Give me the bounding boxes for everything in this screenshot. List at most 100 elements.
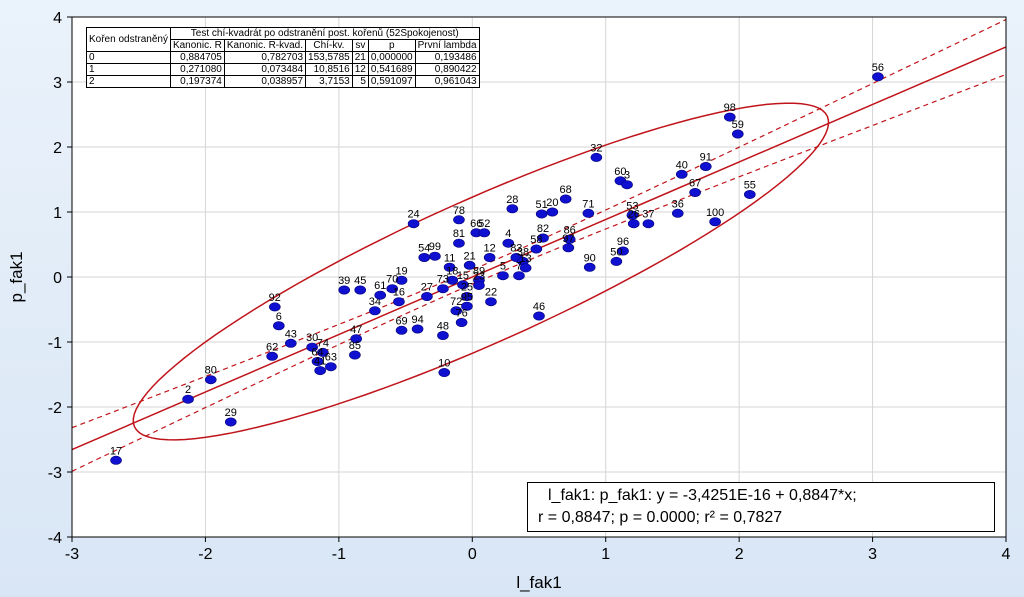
data-point-label: 13	[520, 253, 532, 265]
table-cell: 0,890422	[414, 63, 480, 76]
data-point	[689, 188, 701, 198]
data-point	[314, 366, 326, 376]
data-point-label: 15	[457, 270, 469, 282]
data-point	[675, 169, 688, 179]
data-point-label: 43	[285, 328, 297, 340]
data-point	[429, 251, 441, 261]
data-point-label: 17	[110, 445, 122, 457]
data-point	[457, 280, 469, 290]
table-cell: 3,7153	[305, 75, 353, 88]
data-point	[513, 271, 525, 281]
data-point-label: 82	[537, 223, 549, 235]
data-point	[273, 321, 285, 331]
data-point-label: 67	[689, 178, 701, 190]
data-point	[266, 351, 278, 361]
data-point	[393, 297, 405, 307]
data-point-label: 28	[506, 194, 518, 206]
confidence-band-upper	[72, 19, 1006, 429]
data-point-label: 27	[421, 282, 433, 294]
data-point	[502, 238, 515, 248]
data-point	[453, 238, 465, 248]
confidence-band-lower	[72, 73, 1006, 472]
correlation-line: r = 0,8847; p = 0.0000; r² = 0,7827	[538, 509, 783, 526]
table-cell: 12	[351, 63, 369, 76]
data-point-label: 38	[517, 246, 529, 258]
data-point-label: 92	[269, 292, 281, 304]
x-tick-label: -3	[65, 546, 79, 563]
table-column-header: p	[367, 39, 416, 52]
y-tick-label: 4	[53, 10, 62, 27]
data-point-label: 24	[407, 209, 419, 221]
table-cell: 0,038957	[223, 75, 307, 88]
data-point-label: 89	[473, 265, 485, 277]
data-point-label: 25	[461, 282, 473, 294]
data-point	[535, 209, 548, 219]
data-point	[411, 324, 424, 334]
table-cell: 0,884705	[169, 51, 225, 64]
data-point-label: 21	[463, 250, 475, 262]
table-row: 0 0,884705 0,782703 153,5785 21 0,000000 0,193…	[86, 51, 480, 64]
data-point-label: 56	[872, 62, 884, 74]
data-point-label: 47	[350, 324, 362, 336]
y-axis-label: p_fak1	[7, 251, 26, 302]
data-point-label: 32	[590, 142, 602, 154]
table-row-header: Kořen odstraněný	[86, 27, 171, 52]
data-point	[699, 162, 712, 172]
x-tick-label: 0	[468, 546, 477, 563]
data-point	[418, 253, 431, 263]
table-column-headers: Kanonic. R Kanonic. R-kvad. Chí-kv. sv p Prvn…	[87, 39, 480, 52]
data-point-label: 59	[732, 119, 744, 131]
table-column-header: Kanonic. R	[169, 39, 225, 52]
data-point-label: 23	[473, 270, 485, 282]
data-point-label: 40	[676, 159, 688, 171]
data-point	[224, 417, 237, 427]
table-title: Test chí-kvadrát po odstranění post. koř…	[169, 27, 480, 40]
data-point	[437, 330, 449, 340]
data-point-label: 37	[642, 209, 654, 221]
data-point	[582, 208, 595, 218]
data-point	[269, 302, 281, 312]
table-cell: 153,5785	[305, 51, 353, 64]
table-cell: 0,961043	[414, 75, 480, 88]
data-point	[306, 342, 318, 352]
table-cell: 0,271080	[169, 63, 225, 76]
data-point	[325, 362, 337, 372]
data-point-label: 78	[453, 205, 465, 217]
data-point-label: 20	[546, 197, 558, 209]
table-cell: 0,073484	[223, 63, 307, 76]
regression-equation-box: l_fak1: p_fak1: y = -3,4251E-16 + 0,8847…	[527, 482, 995, 532]
y-tick-label: 2	[53, 140, 62, 157]
table-cell: 0,591097	[367, 75, 416, 88]
x-tick-label: -1	[332, 546, 346, 563]
data-point	[546, 207, 559, 217]
data-point	[317, 347, 329, 357]
data-point-label: 100	[706, 207, 724, 219]
data-point	[461, 291, 473, 301]
data-point	[483, 253, 496, 263]
data-point	[395, 275, 408, 285]
data-point-label: 26	[628, 209, 640, 221]
data-point-label: 53	[626, 200, 638, 212]
data-point	[478, 228, 491, 238]
data-point-label: 63	[325, 352, 337, 364]
table-cell: 0,197374	[169, 75, 225, 88]
plot-frame	[71, 16, 1007, 538]
data-point-label: 6	[276, 311, 282, 323]
data-point	[610, 256, 623, 266]
data-point-label: 73	[437, 274, 449, 286]
data-point-label: 81	[453, 228, 465, 240]
table-cell: 0,193486	[414, 51, 480, 64]
data-point-label: 97	[562, 233, 574, 245]
data-point	[724, 112, 736, 122]
data-point	[559, 194, 572, 204]
data-point	[369, 306, 381, 316]
data-point	[671, 208, 684, 218]
data-point-label: 70	[386, 274, 398, 286]
data-point-label: 71	[582, 198, 594, 210]
data-point	[537, 233, 549, 243]
data-point-label: 62	[266, 341, 278, 353]
data-point-label: 95	[461, 291, 473, 303]
table-cell: 21	[351, 51, 369, 64]
y-tick-label: 1	[53, 205, 62, 222]
